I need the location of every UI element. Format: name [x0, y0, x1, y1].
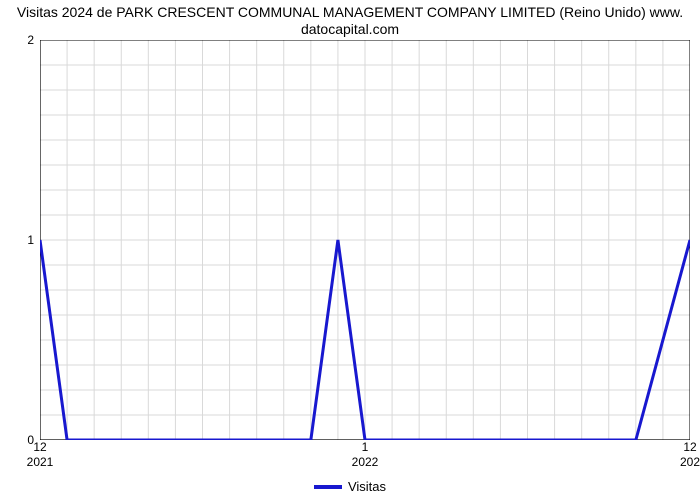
x-month-label: 1	[362, 440, 369, 454]
x-month-label: 12	[683, 440, 696, 454]
chart-title-line1: Visitas 2024 de PARK CRESCENT COMMUNAL M…	[17, 4, 683, 20]
y-tick-label: 2	[27, 33, 34, 47]
y-axis: 012	[0, 40, 38, 440]
x-year-label: 2021	[27, 455, 54, 469]
y-tick-label: 1	[27, 233, 34, 247]
chart-title-line2: datocapital.com	[301, 21, 399, 37]
legend-label: Visitas	[348, 479, 386, 494]
x-year-label: 2022	[352, 455, 379, 469]
chart-svg	[40, 40, 690, 440]
chart-title: Visitas 2024 de PARK CRESCENT COMMUNAL M…	[0, 0, 700, 38]
legend: Visitas	[0, 478, 700, 494]
x-year-label: 202	[680, 455, 700, 469]
x-axis-year: 20212022202	[40, 455, 690, 475]
legend-swatch	[314, 485, 342, 489]
x-month-label: 12	[33, 440, 46, 454]
plot-area	[40, 40, 690, 440]
